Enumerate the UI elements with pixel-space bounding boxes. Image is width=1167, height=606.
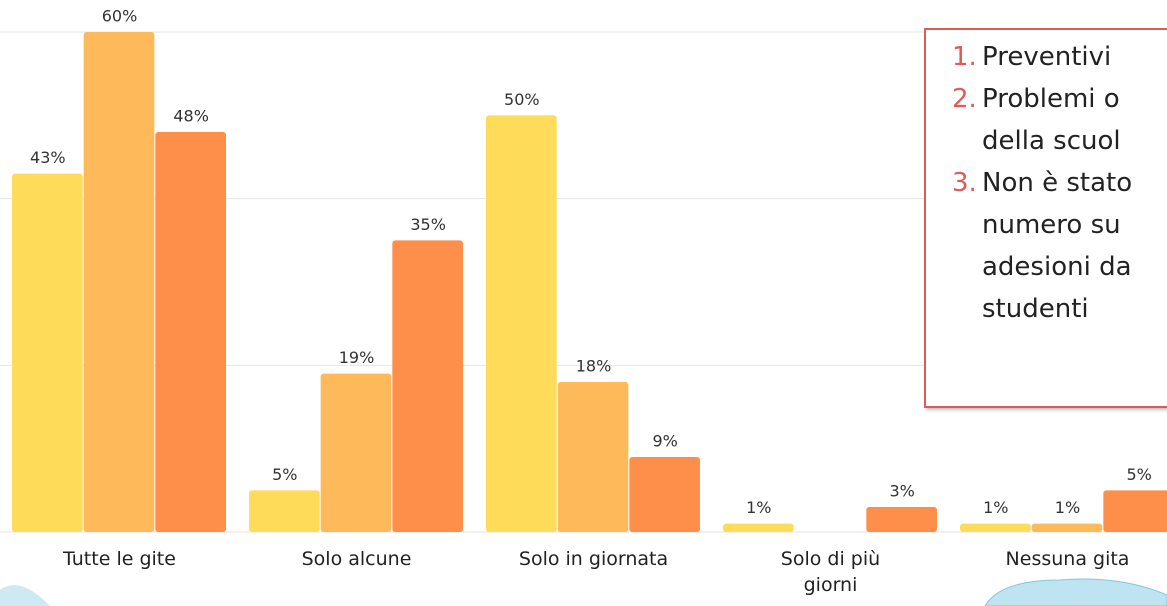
note-line: Problemi o bbox=[982, 84, 1120, 114]
decoration bbox=[0, 585, 50, 606]
value-label: 1% bbox=[983, 498, 1008, 517]
value-label: 5% bbox=[1126, 465, 1151, 484]
note-marker: 3. bbox=[952, 168, 977, 198]
bar bbox=[83, 32, 155, 532]
note-item: 2. Problemi o della scuol bbox=[952, 78, 1167, 162]
bar bbox=[629, 457, 700, 532]
note-line: numero su bbox=[982, 210, 1121, 240]
note-line: Preventivi bbox=[982, 42, 1112, 72]
note-item: 3. Non è stato numero su adesioni da student… bbox=[952, 162, 1167, 330]
bar bbox=[12, 173, 83, 532]
note-line: studenti bbox=[982, 294, 1089, 324]
bar bbox=[486, 115, 557, 532]
value-label: 3% bbox=[889, 482, 914, 501]
notes-box: 1. Preventivi 2. Problemi o della scuol 3. Non… bbox=[924, 28, 1167, 408]
bar bbox=[960, 523, 1031, 532]
value-label: 1% bbox=[1055, 498, 1080, 517]
note-line: adesioni da bbox=[982, 252, 1132, 282]
bar bbox=[1031, 523, 1103, 532]
decoration bbox=[984, 578, 1167, 606]
note-line: Non è stato bbox=[982, 168, 1133, 198]
bar bbox=[392, 240, 463, 533]
value-label: 18% bbox=[576, 357, 612, 376]
bar bbox=[320, 373, 392, 532]
x-tick-label: Solo di più giorni bbox=[780, 548, 881, 596]
note-marker: 2. bbox=[952, 84, 977, 114]
bar bbox=[1103, 490, 1167, 532]
bar bbox=[723, 523, 794, 532]
note-text: Non è stato numero su adesioni da studenti bbox=[982, 162, 1132, 330]
value-label: 35% bbox=[410, 215, 446, 234]
bar bbox=[155, 132, 226, 532]
note-text: Problemi o della scuol bbox=[982, 78, 1121, 162]
value-label: 1% bbox=[746, 498, 771, 517]
x-tick-label: Solo alcune bbox=[301, 548, 412, 570]
value-label: 48% bbox=[173, 107, 209, 126]
value-label: 19% bbox=[339, 348, 375, 367]
bar bbox=[249, 490, 320, 532]
x-tick-label: Nessuna gita bbox=[1005, 548, 1130, 570]
note-text: Preventivi bbox=[982, 36, 1111, 78]
bar bbox=[866, 507, 937, 532]
note-item: 1. Preventivi bbox=[952, 36, 1167, 78]
bar bbox=[557, 382, 629, 532]
value-label: 60% bbox=[102, 7, 138, 26]
value-label: 5% bbox=[272, 465, 297, 484]
x-tick-label: Solo in giornata bbox=[518, 548, 669, 570]
x-tick-label: Tutte le gite bbox=[63, 548, 176, 570]
note-line: della scuol bbox=[982, 126, 1121, 156]
value-label: 50% bbox=[504, 90, 540, 109]
value-label: 9% bbox=[652, 432, 677, 451]
value-label: 43% bbox=[30, 148, 66, 167]
note-marker: 1. bbox=[952, 42, 977, 72]
